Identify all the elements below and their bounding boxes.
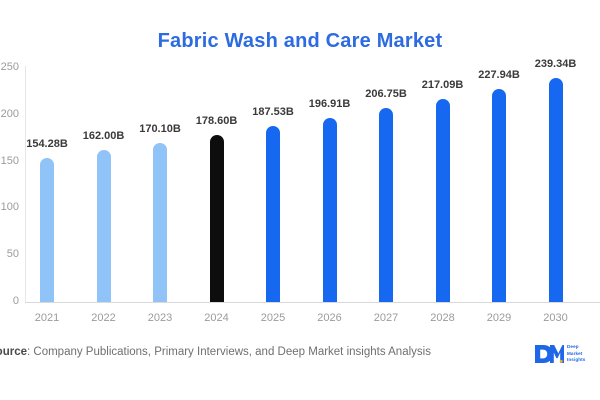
bar-label-2027: 206.75B xyxy=(365,88,407,101)
x-axis-tick-2028: 2028 xyxy=(430,312,455,324)
bar-label-2029: 227.94B xyxy=(478,68,520,81)
brand-logo-text: Deep Market Insights xyxy=(567,344,585,364)
bar-2024[interactable] xyxy=(209,134,224,302)
bar-2022[interactable] xyxy=(96,150,111,302)
dm-monogram-icon xyxy=(534,343,564,365)
bar-label-2022: 162.00B xyxy=(82,130,125,143)
bar-label-2021: 154.28B xyxy=(26,137,68,150)
bar-label-2024: 178.60B xyxy=(195,114,238,127)
bar-2026[interactable] xyxy=(322,117,337,302)
brand-logo: Deep Market Insights xyxy=(534,343,585,365)
brand-line-3: Insights xyxy=(567,357,586,363)
y-axis-tick-50: 50 xyxy=(6,248,19,261)
bar-label-2028: 217.09B xyxy=(421,78,464,91)
chart-title: Fabric Wash and Care Market xyxy=(157,30,443,52)
bar-2023[interactable] xyxy=(153,142,167,302)
x-axis-tick-2029: 2029 xyxy=(486,312,512,324)
y-axis-tick-100: 100 xyxy=(0,201,19,214)
bar-2029[interactable] xyxy=(492,88,506,302)
bar-label-2023: 170.10B xyxy=(139,122,181,135)
bar-label-2025: 187.53B xyxy=(252,106,294,119)
x-axis-tick-2030: 2030 xyxy=(543,312,568,324)
x-axis-line xyxy=(25,302,600,303)
brand-line-2: Market xyxy=(567,350,583,356)
x-axis-tick-2025: 2025 xyxy=(260,312,286,324)
bar-2021[interactable] xyxy=(40,157,54,302)
bar-2030[interactable] xyxy=(548,77,563,302)
x-axis-tick-2026: 2026 xyxy=(317,312,342,324)
y-axis-tick-150: 150 xyxy=(0,154,19,167)
source-separator: : xyxy=(27,346,34,358)
x-axis-tick-2024: 2024 xyxy=(204,312,229,324)
x-axis-tick-2021: 2021 xyxy=(34,312,60,324)
bar-label-2030: 239.34B xyxy=(534,57,577,70)
bar-2027[interactable] xyxy=(379,108,393,302)
y-axis-line xyxy=(25,66,26,303)
source-label: Source xyxy=(0,346,27,358)
bar-2028[interactable] xyxy=(435,98,450,302)
x-axis-tick-2027: 2027 xyxy=(373,312,399,324)
bar-2025[interactable] xyxy=(266,126,280,302)
y-axis-tick-200: 200 xyxy=(0,107,19,120)
brand-line-1: Deep xyxy=(567,344,579,350)
x-axis-tick-2023: 2023 xyxy=(147,312,173,324)
source-note: Source: Company Publications, Primary In… xyxy=(0,346,431,358)
source-text: Company Publications, Primary Interviews… xyxy=(33,346,431,358)
y-axis-tick-0: 0 xyxy=(12,295,19,307)
y-axis-tick-250: 250 xyxy=(0,61,19,73)
bar-label-2026: 196.91B xyxy=(308,97,351,110)
x-axis-tick-2022: 2022 xyxy=(91,312,116,324)
